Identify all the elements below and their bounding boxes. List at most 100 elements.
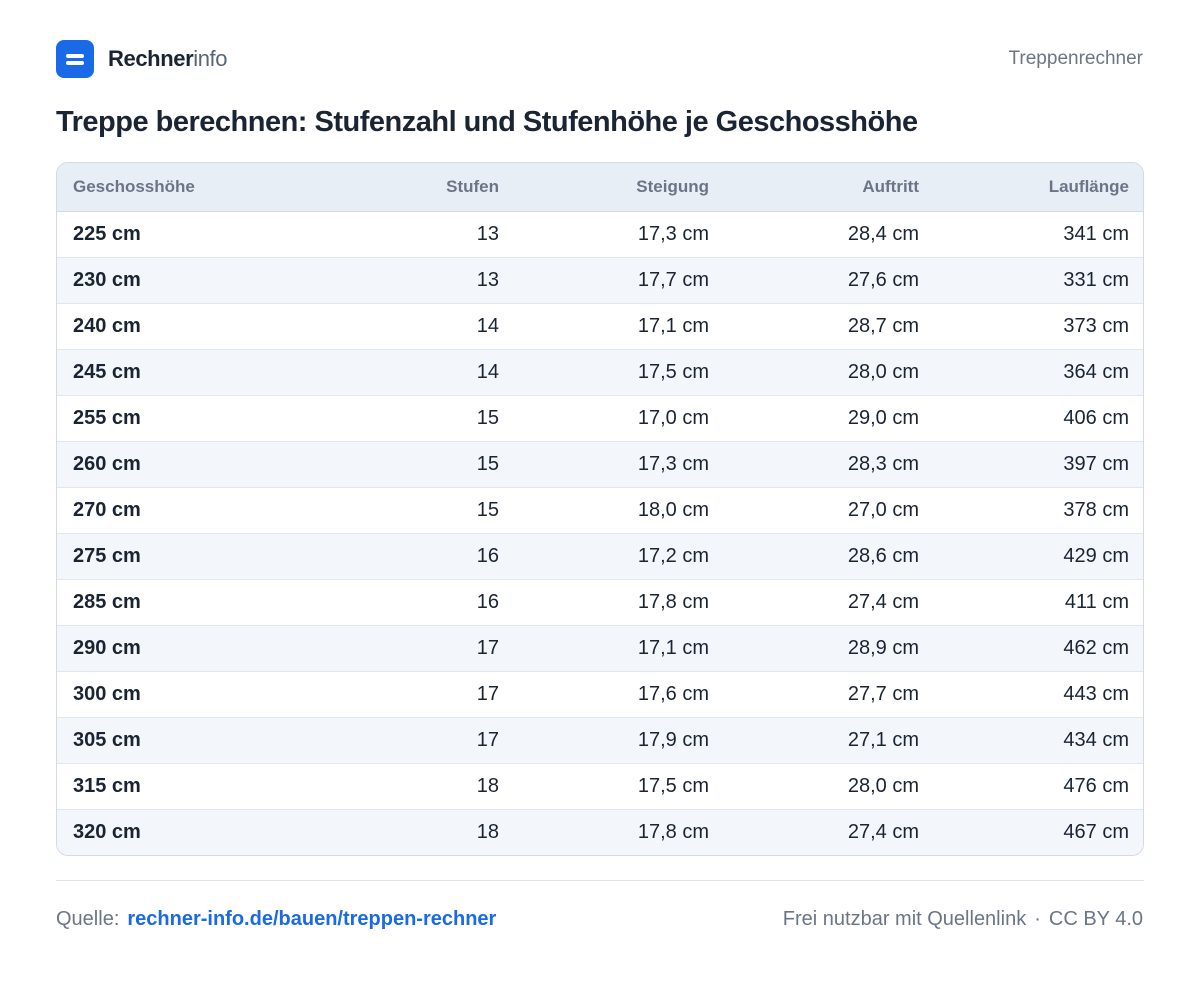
column-header-lauflaenge: Lauflänge [935,163,1143,212]
table-header-row: Geschosshöhe Stufen Steigung Auftritt La… [57,163,1143,212]
cell-stufen: 15 [293,394,515,441]
logo-icon [56,40,94,78]
source-link[interactable]: rechner-info.de/bauen/treppen-rechner [127,907,497,930]
cell-steigung: 17,2 cm [515,532,725,579]
cell-lauflaenge: 411 cm [935,578,1143,625]
cell-steigung: 17,0 cm [515,394,725,441]
cell-geschosshoehe: 315 cm [57,762,293,809]
cell-auftritt: 27,0 cm [725,486,935,533]
table-row: 270 cm 15 18,0 cm 27,0 cm 378 cm [57,486,1143,533]
brand-name-bold: Rechner [108,46,194,71]
cell-stufen: 14 [293,302,515,349]
cell-lauflaenge: 397 cm [935,440,1143,487]
table-body: 225 cm 13 17,3 cm 28,4 cm 341 cm 230 cm 13 17,7… [57,211,1143,855]
cell-stufen: 16 [293,532,515,579]
cell-auftritt: 28,0 cm [725,762,935,809]
cell-lauflaenge: 443 cm [935,670,1143,717]
cell-geschosshoehe: 260 cm [57,440,293,487]
cell-lauflaenge: 341 cm [1063,222,1129,245]
cell-auftritt: 27,4 cm [725,808,935,855]
table-row: 245 cm 14 17,5 cm 28,0 cm 364 cm [57,348,1143,395]
cell-geschosshoehe: 225 cm [73,222,141,245]
cell-geschosshoehe: 230 cm [57,256,293,303]
cell-auftritt: 28,3 cm [725,440,935,487]
brand[interactable]: Rechnerinfo [56,40,228,78]
cell-lauflaenge: 462 cm [935,624,1143,671]
cell-steigung: 17,3 cm [515,440,725,487]
cell-auftritt: 28,6 cm [725,532,935,579]
stairs-table-container: Geschosshöhe Stufen Steigung Auftritt La… [56,162,1144,856]
table-row: 225 cm 13 17,3 cm 28,4 cm 341 cm [57,211,1143,257]
cell-stufen: 13 [476,222,499,245]
cell-auftritt: 27,6 cm [725,256,935,303]
cell-geschosshoehe: 240 cm [57,302,293,349]
column-header-steigung: Steigung [515,163,725,212]
table-row: 240 cm 14 17,1 cm 28,7 cm 373 cm [57,302,1143,349]
cell-geschosshoehe: 300 cm [57,670,293,717]
stairs-table: Geschosshöhe Stufen Steigung Auftritt La… [57,163,1143,855]
section-label: Treppenrechner [1008,48,1143,69]
cell-geschosshoehe: 245 cm [57,348,293,395]
cell-stufen: 16 [293,578,515,625]
table-row: 305 cm 17 17,9 cm 27,1 cm 434 cm [57,716,1143,763]
cell-lauflaenge: 476 cm [935,762,1143,809]
cell-geschosshoehe: 255 cm [57,394,293,441]
cell-steigung: 17,3 cm [637,222,709,245]
cell-auftritt: 27,7 cm [725,670,935,717]
brand-name: Rechnerinfo [108,46,228,72]
cell-stufen: 18 [293,808,515,855]
license-name: CC BY 4.0 [1048,907,1143,930]
footer-divider [56,880,1144,881]
column-header-geschosshoehe: Geschosshöhe [57,163,293,212]
cell-stufen: 17 [293,624,515,671]
cell-lauflaenge: 467 cm [935,808,1143,855]
cell-geschosshoehe: 285 cm [57,578,293,625]
cell-stufen: 17 [293,716,515,763]
table-row: 315 cm 18 17,5 cm 28,0 cm 476 cm [57,762,1143,809]
cell-lauflaenge: 406 cm [935,394,1143,441]
cell-stufen: 15 [293,440,515,487]
cell-lauflaenge: 373 cm [935,302,1143,349]
cell-geschosshoehe: 270 cm [57,486,293,533]
cell-steigung: 17,5 cm [515,762,725,809]
page-footer: Quelle: rechner-info.de/bauen/treppen-rec… [56,904,1143,934]
table-row: 275 cm 16 17,2 cm 28,6 cm 429 cm [57,532,1143,579]
source-label: Quelle: [56,907,120,930]
cell-auftritt: 28,4 cm [847,222,919,245]
cell-steigung: 17,6 cm [515,670,725,717]
cell-steigung: 17,8 cm [515,808,725,855]
license-separator: · [1034,907,1041,930]
cell-auftritt: 27,1 cm [725,716,935,763]
cell-steigung: 17,7 cm [515,256,725,303]
cell-steigung: 17,8 cm [515,578,725,625]
table-row: 290 cm 17 17,1 cm 28,9 cm 462 cm [57,624,1143,671]
license: Frei nutzbar mit Quellenlink · CC BY 4.0 [783,908,1143,931]
cell-geschosshoehe: 320 cm [57,808,293,855]
table-row: 260 cm 15 17,3 cm 28,3 cm 397 cm [57,440,1143,487]
cell-auftritt: 28,7 cm [725,302,935,349]
cell-steigung: 17,5 cm [515,348,725,395]
table-row: 255 cm 15 17,0 cm 29,0 cm 406 cm [57,394,1143,441]
brand-name-light: info [193,46,228,71]
cell-stufen: 17 [293,670,515,717]
cell-stufen: 15 [293,486,515,533]
cell-steigung: 17,1 cm [515,302,725,349]
cell-lauflaenge: 378 cm [935,486,1143,533]
cell-geschosshoehe: 305 cm [57,716,293,763]
table-row: 320 cm 18 17,8 cm 27,4 cm 467 cm [57,808,1143,855]
license-text: Frei nutzbar mit Quellenlink [782,907,1027,930]
column-header-auftritt: Auftritt [725,163,935,212]
cell-stufen: 14 [293,348,515,395]
cell-auftritt: 29,0 cm [725,394,935,441]
table-row: 230 cm 13 17,7 cm 27,6 cm 331 cm [57,256,1143,303]
cell-auftritt: 28,9 cm [725,624,935,671]
cell-geschosshoehe: 290 cm [57,624,293,671]
source: Quelle: rechner-info.de/bauen/treppen-rec… [56,908,496,931]
cell-auftritt: 28,0 cm [725,348,935,395]
table-row: 300 cm 17 17,6 cm 27,7 cm 443 cm [57,670,1143,717]
cell-lauflaenge: 429 cm [935,532,1143,579]
cell-stufen: 18 [293,762,515,809]
column-header-stufen: Stufen [293,163,515,212]
cell-auftritt: 27,4 cm [725,578,935,625]
table-row: 285 cm 16 17,8 cm 27,4 cm 411 cm [57,578,1143,625]
